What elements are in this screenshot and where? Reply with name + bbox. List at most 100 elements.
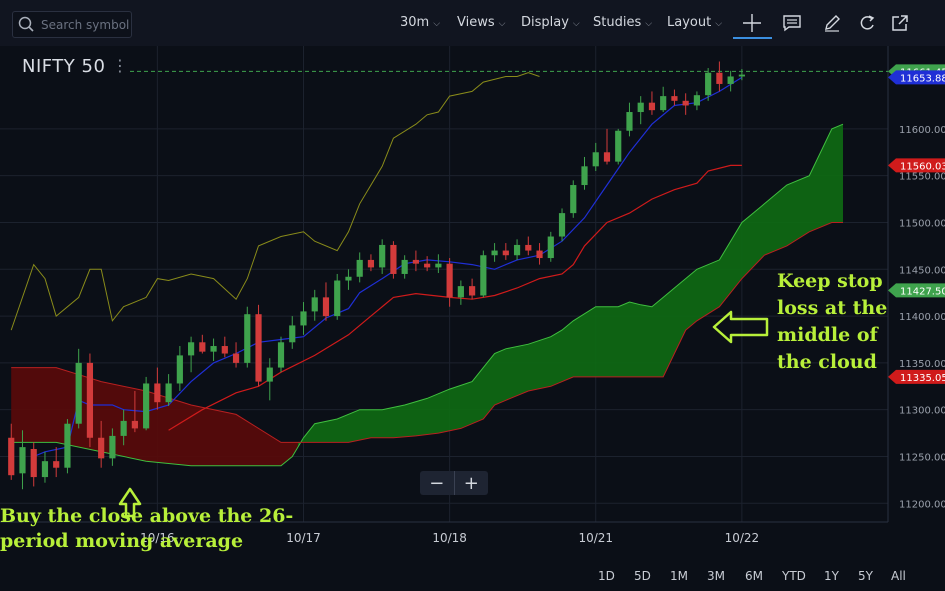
range-1d[interactable]: 1D xyxy=(598,569,615,583)
candle xyxy=(199,334,206,354)
draw-button[interactable] xyxy=(820,10,844,36)
crosshair-icon xyxy=(743,14,761,32)
search-input[interactable] xyxy=(39,15,131,35)
price-tag-label: 11427.50 xyxy=(900,286,945,297)
zoom-in-button[interactable]: + xyxy=(463,472,479,494)
candle xyxy=(300,302,307,335)
range-ytd[interactable]: YTD xyxy=(782,569,806,583)
candle xyxy=(210,338,217,362)
candle-body xyxy=(367,259,375,268)
candle xyxy=(738,68,745,81)
candle xyxy=(277,336,285,373)
candlesticks xyxy=(8,61,745,490)
zoom-controls: − + xyxy=(420,471,488,495)
candle xyxy=(705,68,712,101)
candle-body xyxy=(300,311,307,326)
tenkan-sen xyxy=(33,76,743,458)
candle-body xyxy=(615,130,622,162)
chevron-down-icon: ⌵ xyxy=(715,19,723,29)
candle-body xyxy=(626,112,633,131)
candle-body xyxy=(379,244,386,268)
chevron-down-icon: ⌵ xyxy=(498,19,506,29)
chikou-span xyxy=(10,72,540,331)
candle xyxy=(637,96,644,125)
time-axis: 10/16 10/17 10/18 10/21 10/22 xyxy=(140,531,759,545)
candle xyxy=(603,128,611,165)
kijun-sen xyxy=(168,164,742,431)
grid xyxy=(0,46,889,523)
candle xyxy=(435,254,442,274)
candle xyxy=(255,304,262,387)
annotation-stop-loss: Keep stop loss at the middle of the clou… xyxy=(777,270,888,373)
range-selector: 1D 5D 1M 3M 6M YTD 1Y 5Y All xyxy=(0,566,945,591)
candle-body xyxy=(536,250,543,259)
range-all[interactable]: All xyxy=(891,569,906,583)
candle xyxy=(480,250,487,298)
display-dropdown[interactable]: Display ⌵ xyxy=(521,15,580,30)
candle xyxy=(109,428,116,466)
candle-body xyxy=(345,276,352,281)
candle xyxy=(345,269,352,290)
crosshair-button[interactable] xyxy=(740,10,764,36)
price-tag-label: 11653.88 xyxy=(900,73,945,84)
range-1m[interactable]: 1M xyxy=(670,569,688,583)
candle xyxy=(513,239,521,260)
range-3m[interactable]: 3M xyxy=(707,569,725,583)
candle xyxy=(592,142,599,171)
price-tag: 11560.03 xyxy=(888,158,945,173)
candle xyxy=(379,239,386,274)
candle xyxy=(120,409,127,446)
zoom-out-button[interactable]: − xyxy=(429,472,445,494)
interval-dropdown[interactable]: 30m ⌵ xyxy=(400,15,440,30)
range-6m[interactable]: 6M xyxy=(745,569,763,583)
price-tag-bg xyxy=(888,70,945,85)
popout-button[interactable] xyxy=(888,10,912,36)
range-5y[interactable]: 5Y xyxy=(858,569,873,583)
candle-body xyxy=(154,383,161,403)
candle xyxy=(154,367,161,410)
price-tick-label: 11200.00 xyxy=(899,499,945,510)
price-tick-label: 11600.00 xyxy=(899,125,945,136)
candle xyxy=(131,390,138,433)
time-tick-label: 10/17 xyxy=(286,531,321,545)
candle-body xyxy=(266,367,273,382)
candle-body xyxy=(41,461,49,478)
senkou-span-b xyxy=(11,222,843,443)
more-options-icon[interactable]: ⋮ xyxy=(112,56,128,75)
left-arrow-icon xyxy=(712,310,769,344)
studies-dropdown[interactable]: Studies ⌵ xyxy=(593,15,652,30)
candle-body xyxy=(513,244,521,256)
price-chart[interactable]: 11200.00 11250.00 11300.00 11350.00 11400.00… xyxy=(0,46,945,566)
annotation-button[interactable] xyxy=(780,10,804,36)
search-box[interactable] xyxy=(12,11,132,38)
layout-dropdown[interactable]: Layout ⌵ xyxy=(667,15,722,30)
price-tag-bg xyxy=(888,283,945,298)
chevron-down-icon: ⌵ xyxy=(572,19,580,29)
candle xyxy=(244,306,251,368)
candle xyxy=(558,208,566,242)
candle-body xyxy=(603,152,611,162)
candle-body xyxy=(671,96,678,101)
layout-label: Layout xyxy=(667,15,712,30)
candle xyxy=(491,243,498,262)
chevron-down-icon: ⌵ xyxy=(433,19,441,29)
candle xyxy=(660,86,667,113)
candle-body xyxy=(356,259,363,277)
candle-body xyxy=(86,362,94,438)
candle xyxy=(64,419,71,474)
candle xyxy=(682,93,689,115)
candle-body xyxy=(570,185,577,214)
candle-body xyxy=(244,314,251,363)
candle-body xyxy=(120,420,127,436)
candle xyxy=(98,420,105,468)
price-tag: 11335.05 xyxy=(888,369,945,384)
time-tick-label: 10/22 xyxy=(725,531,760,545)
candle xyxy=(401,255,408,279)
views-dropdown[interactable]: Views ⌵ xyxy=(457,15,505,30)
candle-body xyxy=(19,447,26,474)
price-axis: 11200.00 11250.00 11300.00 11350.00 11400.00… xyxy=(888,64,945,510)
range-1y[interactable]: 1Y xyxy=(824,569,839,583)
range-5d[interactable]: 5D xyxy=(634,569,651,583)
display-label: Display xyxy=(521,15,569,30)
reset-button[interactable] xyxy=(855,10,879,36)
